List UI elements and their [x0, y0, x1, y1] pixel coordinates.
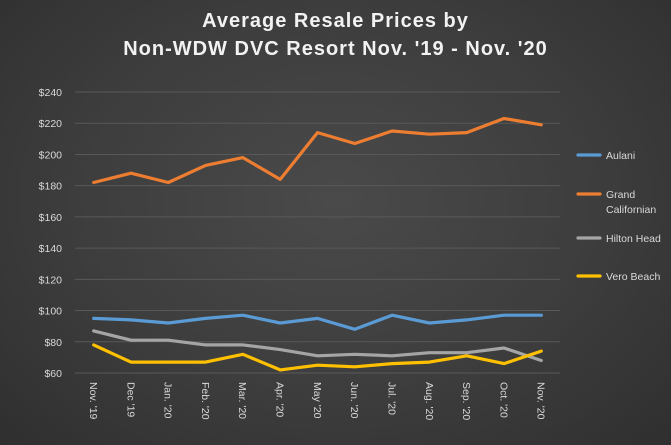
chart-title-line-2: Non-WDW DVC Resort Nov. '19 - Nov. '20: [123, 38, 548, 60]
y-tick-label: $100: [39, 306, 63, 318]
x-tick-label: Jan. '20: [162, 382, 174, 419]
legend-label: Vero Beach: [606, 271, 660, 283]
y-tick-label: $60: [44, 368, 62, 380]
y-tick-label: $240: [39, 87, 63, 99]
series-line-aulani: [92, 313, 543, 331]
chart-title-line-1: Average Resale Prices by: [202, 10, 469, 32]
x-tick-label: May '20: [311, 382, 323, 419]
x-tick-label: Nov. '20: [535, 382, 547, 420]
x-tick-label: Nov. '19: [87, 382, 99, 420]
legend-label: Aulani: [606, 150, 635, 162]
series-line-hilton-head: [92, 329, 543, 363]
y-tick-label: $140: [39, 243, 63, 255]
x-tick-label: Jun. '20: [348, 382, 360, 419]
series-line-vero-beach: [92, 343, 543, 372]
legend-label: Hilton Head: [606, 233, 661, 245]
x-tick-label: Sep. '20: [460, 382, 472, 420]
x-tick-label: Feb. '20: [199, 382, 211, 420]
x-tick-label: Dec '19: [124, 382, 136, 417]
series-line-grand-californian: [92, 116, 543, 185]
y-tick-label: $220: [39, 118, 63, 130]
y-tick-label: $120: [39, 274, 63, 286]
x-tick-label: Jul. '20: [385, 382, 397, 415]
legend-label: Californian: [606, 204, 656, 216]
x-tick-label: Aug. '20: [423, 382, 435, 420]
y-tick-label: $180: [39, 181, 63, 193]
x-tick-label: Oct. '20: [497, 382, 509, 418]
y-tick-label: $80: [44, 337, 62, 349]
x-tick-label: Apr. '20: [274, 382, 286, 417]
y-tick-label: $200: [39, 149, 63, 161]
legend-label: Grand: [606, 189, 635, 201]
x-tick-label: Mar. '20: [236, 382, 248, 419]
y-tick-label: $160: [39, 212, 63, 224]
